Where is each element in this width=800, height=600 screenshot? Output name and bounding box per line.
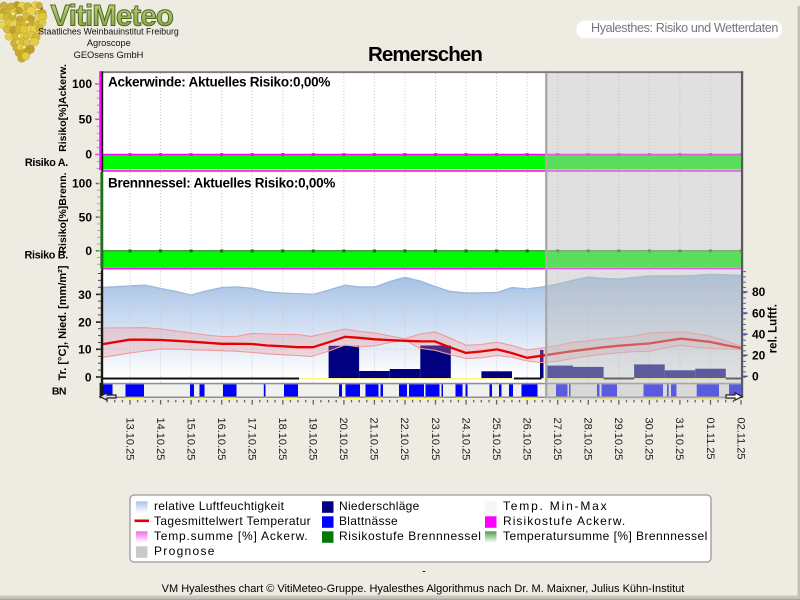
svg-text:rel. Luftf.: rel. Luftf. bbox=[768, 304, 780, 353]
svg-text:16.10.25: 16.10.25 bbox=[215, 418, 227, 461]
svg-text:19.10.25: 19.10.25 bbox=[307, 418, 319, 461]
svg-text:relative Luftfeuchtigkeit: relative Luftfeuchtigkeit bbox=[154, 499, 285, 513]
svg-text:Risikostufe Ackerw.: Risikostufe Ackerw. bbox=[503, 514, 626, 528]
svg-text:GEOsens GmbH: GEOsens GmbH bbox=[74, 50, 144, 60]
svg-text:Blattnässe: Blattnässe bbox=[339, 514, 398, 528]
svg-text:100: 100 bbox=[72, 77, 92, 91]
svg-text:Agroscope: Agroscope bbox=[87, 38, 131, 48]
svg-text:Remerschen: Remerschen bbox=[368, 43, 482, 66]
svg-text:20: 20 bbox=[78, 316, 92, 330]
svg-text:Temp.summe [%] Ackerw.: Temp.summe [%] Ackerw. bbox=[154, 529, 309, 543]
svg-text:10: 10 bbox=[78, 343, 92, 357]
svg-text:Hyalesthes: Risiko und Wetterd: Hyalesthes: Risiko und Wetterdaten bbox=[591, 21, 778, 35]
svg-text:21.10.25: 21.10.25 bbox=[368, 418, 380, 461]
svg-text:BN: BN bbox=[52, 386, 66, 398]
svg-text:0: 0 bbox=[85, 370, 92, 384]
svg-text:Temperatursumme [%] Brennnesse: Temperatursumme [%] Brennnessel bbox=[503, 529, 708, 543]
svg-text:-: - bbox=[422, 566, 426, 578]
svg-text:Risiko B.: Risiko B. bbox=[25, 249, 69, 261]
svg-text:22.10.25: 22.10.25 bbox=[398, 418, 410, 461]
svg-text:Temp. Min-Max: Temp. Min-Max bbox=[503, 499, 608, 513]
svg-text:17.10.25: 17.10.25 bbox=[246, 418, 258, 461]
svg-text:20.10.25: 20.10.25 bbox=[337, 418, 349, 461]
svg-text:Risiko A.: Risiko A. bbox=[25, 157, 68, 169]
svg-text:15.10.25: 15.10.25 bbox=[184, 418, 196, 461]
svg-text:Tagesmittelwert Temperatur: Tagesmittelwert Temperatur bbox=[154, 514, 311, 528]
svg-text:02.11.25: 02.11.25 bbox=[734, 418, 746, 460]
svg-text:VitiMeteo: VitiMeteo bbox=[51, 0, 174, 33]
svg-text:01.11.25: 01.11.25 bbox=[704, 418, 716, 460]
svg-text:24.10.25: 24.10.25 bbox=[459, 418, 471, 461]
svg-text:50: 50 bbox=[79, 112, 93, 126]
svg-text:0: 0 bbox=[85, 244, 92, 258]
svg-text:40: 40 bbox=[752, 327, 766, 341]
svg-text:Risiko[%]Ackerw.: Risiko[%]Ackerw. bbox=[57, 64, 69, 152]
svg-text:14.10.25: 14.10.25 bbox=[154, 418, 166, 461]
svg-text:26.10.25: 26.10.25 bbox=[521, 418, 533, 461]
svg-text:Brennnessel: Aktuelles Risiko:: Brennnessel: Aktuelles Risiko:0,00% bbox=[108, 175, 335, 190]
svg-text:13.10.25: 13.10.25 bbox=[123, 418, 135, 461]
svg-text:25.10.25: 25.10.25 bbox=[490, 418, 502, 461]
svg-text:Risiko[%]Brenn.: Risiko[%]Brenn. bbox=[57, 172, 69, 253]
svg-text:Prognose: Prognose bbox=[154, 544, 216, 558]
svg-text:Staatliches Weinbauinstitut Fr: Staatliches Weinbauinstitut Freiburg bbox=[38, 27, 179, 37]
svg-text:29.10.25: 29.10.25 bbox=[612, 418, 624, 461]
svg-text:31.10.25: 31.10.25 bbox=[673, 418, 685, 461]
svg-text:30: 30 bbox=[78, 288, 92, 302]
svg-text:VM Hyalesthes chart © VitiMete: VM Hyalesthes chart © VitiMeteo-Gruppe. … bbox=[162, 583, 685, 595]
svg-text:20: 20 bbox=[752, 349, 766, 363]
svg-text:Risikostufe Brennnessel: Risikostufe Brennnessel bbox=[339, 529, 482, 543]
svg-text:Niederschläge: Niederschläge bbox=[339, 499, 420, 513]
svg-text:0: 0 bbox=[85, 148, 92, 162]
svg-text:Tr. [°C], Nied. [mm/m²]: Tr. [°C], Nied. [mm/m²] bbox=[57, 265, 69, 380]
svg-text:60: 60 bbox=[752, 306, 766, 320]
svg-text:100: 100 bbox=[72, 177, 92, 191]
svg-text:28.10.25: 28.10.25 bbox=[582, 418, 594, 461]
svg-text:50: 50 bbox=[79, 210, 93, 224]
svg-text:27.10.25: 27.10.25 bbox=[551, 418, 563, 461]
svg-text:80: 80 bbox=[752, 285, 766, 299]
svg-text:23.10.25: 23.10.25 bbox=[429, 418, 441, 461]
svg-text:30.10.25: 30.10.25 bbox=[643, 418, 655, 461]
svg-text:18.10.25: 18.10.25 bbox=[276, 418, 288, 461]
svg-text:Ackerwinde: Aktuelles Risiko:0: Ackerwinde: Aktuelles Risiko:0,00% bbox=[108, 74, 330, 89]
svg-text:0: 0 bbox=[752, 370, 759, 384]
